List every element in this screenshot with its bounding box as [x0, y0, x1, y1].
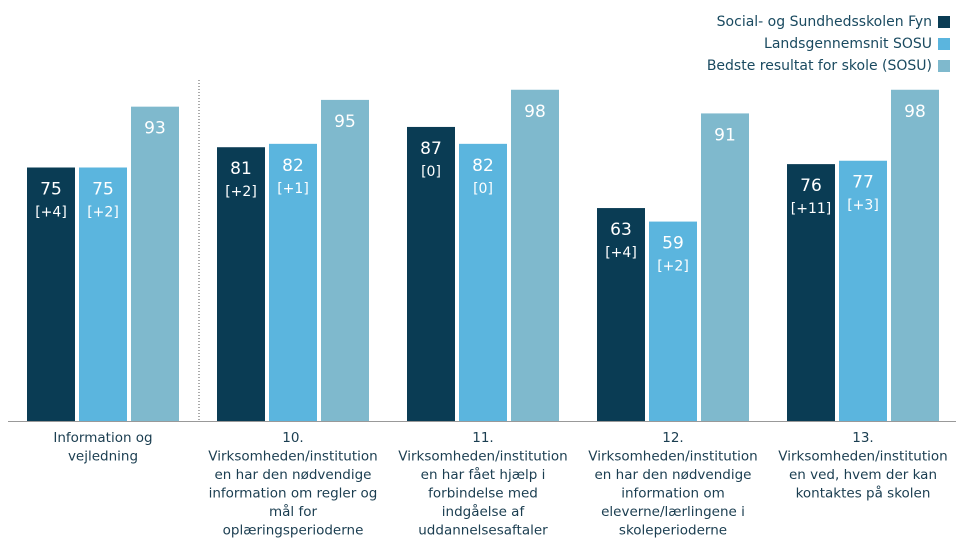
bar — [79, 167, 127, 421]
value-label: 91 — [714, 125, 736, 145]
x-tick-label: 10. — [282, 430, 303, 446]
x-tick-label: indgåelse af — [442, 503, 526, 520]
bar — [839, 160, 887, 422]
x-tick-label: eleverne/lærlingene i — [601, 504, 745, 520]
change-label: [+3] — [847, 198, 879, 214]
legend-label: Social- og Sundhedsskolen Fyn — [717, 14, 932, 30]
x-tick-label: en har fået hjælp i — [421, 466, 546, 483]
bar — [649, 221, 697, 421]
change-label: [0] — [473, 181, 493, 197]
value-label: 98 — [904, 102, 926, 122]
bar — [217, 147, 265, 421]
x-tick-label: Virksomheden/institution — [588, 449, 757, 465]
bar — [459, 143, 507, 421]
x-tick-label: 11. — [472, 430, 493, 446]
bar — [321, 99, 369, 422]
bar — [511, 89, 559, 421]
x-tick-label: information om — [621, 486, 725, 502]
x-tick-label: 13. — [852, 430, 873, 446]
value-label: 87 — [420, 139, 442, 159]
change-label: [0] — [421, 164, 441, 180]
value-label: 77 — [852, 173, 874, 193]
x-tick-label: information om regler og — [209, 486, 378, 502]
x-tick-label: Information og — [53, 430, 152, 446]
value-label: 98 — [524, 102, 546, 122]
legend-swatch — [938, 38, 950, 50]
x-tick-label: oplæringsperioderne — [223, 523, 364, 539]
change-label: [+11] — [791, 201, 831, 217]
value-label: 93 — [144, 119, 166, 139]
value-label: 75 — [92, 180, 114, 200]
x-tick-label: en har den nødvendige — [215, 467, 372, 483]
bar — [597, 208, 645, 421]
value-label: 59 — [662, 234, 684, 254]
value-label: 95 — [334, 112, 356, 132]
change-label: [+2] — [657, 259, 689, 275]
value-label: 81 — [230, 159, 252, 179]
value-label: 63 — [610, 220, 632, 240]
change-label: [+2] — [225, 184, 257, 200]
bar — [27, 167, 75, 421]
x-tick-label: mål for — [269, 503, 317, 520]
bar — [787, 164, 835, 421]
x-tick-label: Virksomheden/institution — [398, 449, 567, 465]
bar — [131, 106, 179, 421]
x-tick-label: en har den nødvendige — [595, 467, 752, 483]
x-tick-label: kontaktes på skolen — [796, 485, 931, 502]
value-label: 76 — [800, 176, 822, 196]
x-tick-label: en ved, hvem der kan — [789, 467, 937, 483]
change-label: [+1] — [277, 181, 309, 197]
x-tick-label: 12. — [662, 430, 683, 446]
bar — [891, 89, 939, 421]
value-label: 75 — [40, 180, 62, 200]
legend-label: Bedste resultat for skole (SOSU) — [707, 58, 932, 74]
bar — [701, 113, 749, 422]
x-tick-label: forbindelse med — [428, 486, 538, 502]
x-tick-label: Virksomheden/institution — [778, 449, 947, 465]
x-tick-label: Virksomheden/institution — [208, 449, 377, 465]
value-label: 82 — [282, 156, 304, 176]
bar — [407, 126, 455, 421]
x-tick-label: uddannelsesaftaler — [418, 523, 548, 539]
legend-swatch — [938, 16, 950, 28]
change-label: [+4] — [35, 205, 67, 221]
change-label: [+4] — [605, 245, 637, 261]
bar — [269, 143, 317, 421]
change-label: [+2] — [87, 205, 119, 221]
value-label: 82 — [472, 156, 494, 176]
legend-swatch — [938, 60, 950, 72]
x-tick-label: vejledning — [68, 449, 138, 465]
legend-label: Landsgennemsnit SOSU — [764, 36, 932, 52]
x-tick-label: skoleperioderne — [619, 523, 727, 539]
